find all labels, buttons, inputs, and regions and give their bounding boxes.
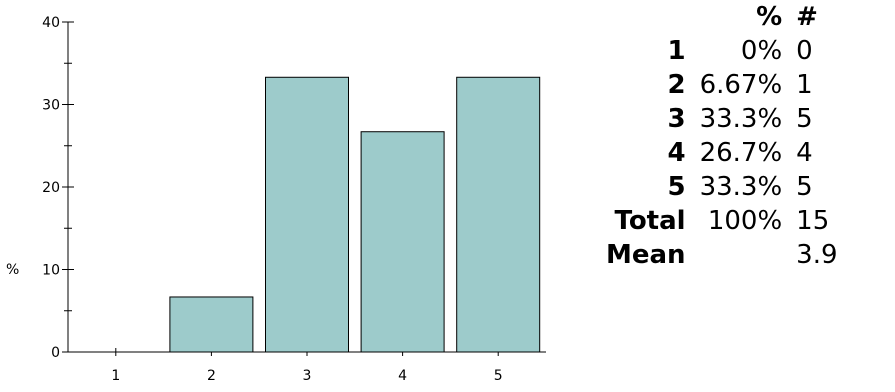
bar bbox=[265, 76, 349, 353]
y-tick-label: 40 bbox=[42, 15, 60, 31]
row-label: 1 bbox=[667, 36, 686, 66]
row-percent: 0% bbox=[740, 36, 783, 66]
y-tick-label: 20 bbox=[42, 180, 60, 196]
row-label: 2 bbox=[667, 70, 686, 100]
table-row: 5 33.3% 5 bbox=[606, 170, 838, 204]
y-axis: 0 10 20 30 40 bbox=[42, 15, 74, 361]
table-row: 3 33.3% 5 bbox=[606, 102, 838, 136]
row-count: 5 bbox=[796, 172, 813, 202]
x-tick-label: 1 bbox=[111, 368, 120, 384]
bar bbox=[169, 296, 254, 353]
header-count: # bbox=[796, 2, 818, 32]
total-count: 15 bbox=[796, 206, 830, 236]
total-percent: 100% bbox=[707, 206, 783, 236]
bar bbox=[360, 131, 445, 353]
y-tick-label: 0 bbox=[51, 345, 60, 361]
row-label: 3 bbox=[667, 104, 686, 134]
row-count: 5 bbox=[796, 104, 813, 134]
y-tick-label: 10 bbox=[42, 263, 60, 279]
row-percent: 26.7% bbox=[699, 138, 783, 168]
bars bbox=[169, 76, 541, 353]
table-row: 4 26.7% 4 bbox=[606, 136, 838, 170]
x-tick-label: 3 bbox=[303, 368, 312, 384]
mean-label: Mean bbox=[606, 240, 686, 270]
x-axis: 1 2 3 4 5 bbox=[68, 348, 546, 384]
frequency-table: % # 1 0% 0 2 6.67% 1 3 33.3% 5 4 26.7% 4… bbox=[606, 0, 838, 272]
x-tick-label: 2 bbox=[207, 368, 216, 384]
bar bbox=[456, 76, 541, 353]
row-label: 4 bbox=[667, 138, 686, 168]
row-percent: 6.67% bbox=[699, 70, 783, 100]
table-row: 1 0% 0 bbox=[606, 34, 838, 68]
row-count: 1 bbox=[796, 70, 813, 100]
header-percent: % bbox=[756, 2, 783, 32]
row-label: 5 bbox=[667, 172, 686, 202]
mean-row: Mean 3.9 bbox=[606, 238, 838, 272]
row-percent: 33.3% bbox=[699, 104, 783, 134]
table-row: 2 6.67% 1 bbox=[606, 68, 838, 102]
y-tick-label: 30 bbox=[42, 98, 60, 114]
x-tick-label: 4 bbox=[398, 368, 407, 384]
y-axis-label: % bbox=[6, 262, 19, 278]
row-percent: 33.3% bbox=[699, 172, 783, 202]
mean-value: 3.9 bbox=[796, 240, 838, 270]
bar-chart: 0 10 20 30 40 1 2 3 4 5 % bbox=[6, 15, 546, 384]
total-label: Total bbox=[614, 206, 686, 236]
mean-percent bbox=[700, 238, 797, 272]
table-header-row: % # bbox=[606, 0, 838, 34]
x-tick-label: 5 bbox=[494, 368, 503, 384]
row-count: 4 bbox=[796, 138, 813, 168]
header-blank bbox=[606, 0, 700, 34]
row-count: 0 bbox=[796, 36, 813, 66]
total-row: Total 100% 15 bbox=[606, 204, 838, 238]
